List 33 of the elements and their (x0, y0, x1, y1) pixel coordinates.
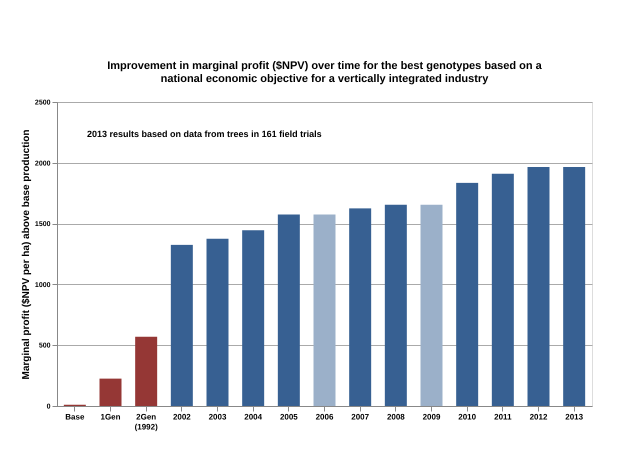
x-tick-label: 2003 (208, 412, 227, 422)
x-tick-label: 2008 (386, 412, 406, 422)
bar (314, 214, 336, 406)
bar (349, 208, 372, 406)
text: Improvement in marginal profit ($NPV) over time for the best genotypes based on a (107, 60, 542, 72)
x-tick-label: 2004 (244, 412, 263, 422)
x-tick-label: 2012 (530, 412, 548, 422)
bar (135, 336, 158, 406)
x-tick-label: 1Gen (100, 412, 121, 422)
bar (100, 378, 122, 406)
x-tick-label: 2010 (458, 412, 477, 422)
text: national economic objective for a vertically integrated industry (160, 73, 488, 85)
y-axis-title: Marginal profit ($NPV per ha) above base production (20, 129, 32, 380)
bar (278, 214, 300, 406)
x-tick-label: 2006 (316, 412, 334, 422)
bar (384, 204, 407, 406)
x-tick-label: Base (65, 412, 85, 422)
bar (528, 167, 550, 406)
bar (563, 167, 586, 406)
bar (420, 204, 442, 406)
annotation: 2013 results based on data from trees in 161 field trials (87, 129, 322, 139)
x-tick-label: 2007 (351, 412, 370, 422)
x-tick-label: 2011 (494, 412, 512, 422)
x-tick-label: 2013 (565, 412, 584, 422)
bar (456, 182, 478, 406)
bar (170, 244, 193, 406)
x-tick-label: 2005 (280, 412, 298, 422)
bar (242, 230, 264, 406)
bar (206, 238, 228, 406)
bar (492, 174, 514, 406)
x-tick-label: 2Gen (1992) (134, 412, 158, 432)
x-tick-label: 2009 (422, 412, 441, 422)
x-tick-label: 2002 (172, 412, 192, 422)
